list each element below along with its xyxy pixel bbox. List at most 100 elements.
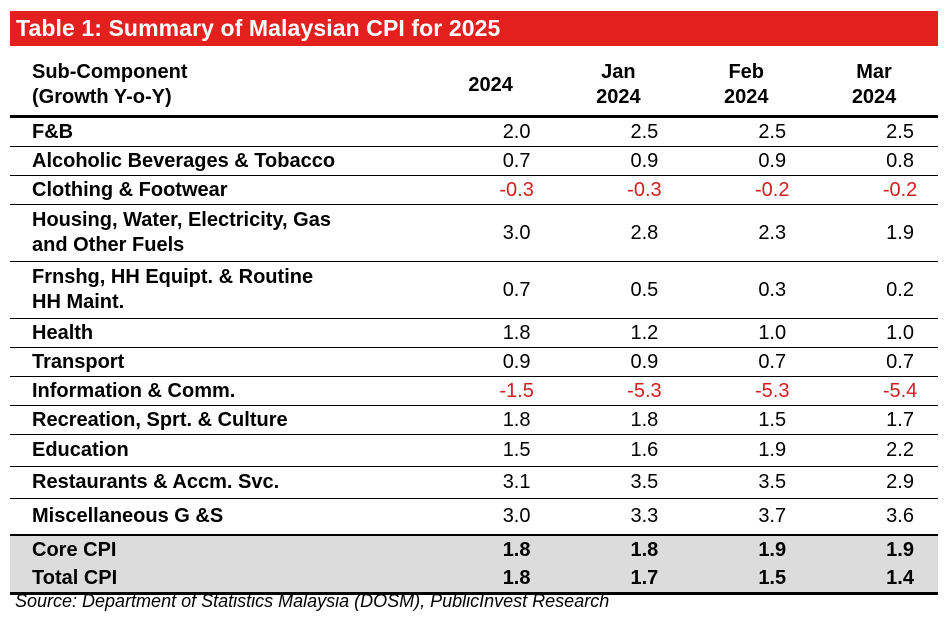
value-cell-negative: -0.3 — [554, 175, 683, 205]
row-label: Education — [10, 434, 427, 467]
table-row-alcoholic-beverages: Alcoholic Beverages & Tobacco 0.7 0.9 0.… — [10, 146, 938, 176]
value-cell-negative: -5.4 — [810, 376, 938, 406]
table-row-recreation: Recreation, Sprt. & Culture 1.8 1.8 1.5 … — [10, 405, 938, 435]
value-cell: 2.9 — [810, 466, 938, 499]
table-row-clothing: Clothing & Footwear -0.3 -0.3 -0.2 -0.2 — [10, 175, 938, 205]
value-cell: 0.5 — [554, 261, 683, 319]
row-label: Clothing & Footwear — [10, 175, 427, 205]
value-cell: 3.1 — [426, 466, 555, 499]
value-cell: 2.5 — [554, 116, 683, 147]
table-row-transport: Transport 0.9 0.9 0.7 0.7 — [10, 347, 938, 377]
value-cell: 1.0 — [682, 318, 811, 348]
value-cell: 0.9 — [426, 347, 555, 377]
column-header-mar-2024: Mar 2024 — [810, 55, 938, 117]
row-label: Alcoholic Beverages & Tobacco — [10, 146, 427, 176]
summary-value-cell: 1.5 — [682, 564, 811, 595]
value-cell-negative: -1.5 — [426, 376, 555, 406]
row-label-line1: Frnshg, HH Equipt. & Routine — [32, 266, 314, 288]
header-label-line1: Sub-Component — [32, 61, 188, 83]
summary-value-cell: 1.9 — [810, 534, 938, 564]
value-cell: 1.0 — [810, 318, 938, 348]
value-cell: 2.0 — [426, 116, 555, 147]
value-cell: 2.2 — [810, 434, 938, 467]
value-cell: 3.5 — [682, 466, 811, 499]
row-label: Information & Comm. — [10, 376, 427, 406]
table-row-miscellaneous: Miscellaneous G &S 3.0 3.3 3.7 3.6 — [10, 499, 938, 536]
column-header-line2: 2024 — [468, 73, 513, 96]
value-cell: 1.7 — [810, 405, 938, 435]
column-header-2024: 2024 — [427, 55, 555, 117]
summary-value-cell: 1.8 — [426, 534, 555, 564]
value-cell: 2.5 — [810, 116, 938, 147]
column-header-line2: 2024 — [596, 86, 641, 108]
value-cell: 3.7 — [758, 505, 787, 527]
table-title-bar: Table 1: Summary of Malaysian CPI for 20… — [10, 11, 938, 46]
value-cell: 3.6 — [886, 505, 914, 527]
value-cell: 1.6 — [554, 434, 683, 467]
row-label-line1: Housing, Water, Electricity, Gas — [32, 209, 331, 231]
value-cell: 3.0 — [426, 204, 555, 262]
table-row-furnishing: Frnshg, HH Equipt. & Routine HH Maint. 0… — [10, 261, 938, 319]
row-label: Health — [10, 318, 427, 348]
value-cell-negative: -0.2 — [682, 175, 811, 205]
row-label: F&B — [10, 116, 427, 147]
table-row-housing: Housing, Water, Electricity, Gas and Oth… — [10, 204, 938, 262]
header-label-line2: (Growth Y-o-Y) — [32, 86, 172, 108]
value-cell: 2.5 — [682, 116, 811, 147]
summary-value-cell: 1.4 — [810, 564, 938, 595]
value-cell: 0.2 — [810, 261, 938, 319]
row-label: Frnshg, HH Equipt. & Routine HH Maint. — [10, 261, 427, 319]
value-cell: 0.9 — [554, 347, 683, 377]
value-cell: 1.5 — [426, 434, 555, 467]
row-label: Transport — [10, 347, 427, 377]
column-header-sub-component: Sub-Component (Growth Y-o-Y) — [10, 55, 427, 117]
value-cell-negative: -5.3 — [682, 376, 811, 406]
value-cell: 1.2 — [554, 318, 683, 348]
value-cell: 1.8 — [426, 318, 555, 348]
column-header-feb-2024: Feb 2024 — [682, 55, 810, 117]
value-cell: 0.7 — [426, 261, 555, 319]
summary-row-label: Core CPI — [10, 534, 427, 564]
table-row-information-comm: Information & Comm. -1.5 -5.3 -5.3 -5.4 — [10, 376, 938, 406]
row-label-line2: HH Maint. — [32, 291, 125, 313]
row-label: Recreation, Sprt. & Culture — [10, 405, 427, 435]
value-cell: 1.9 — [682, 434, 811, 467]
value-cell: 0.3 — [682, 261, 811, 319]
value-cell: 3.0 — [502, 505, 531, 527]
value-cell: 0.9 — [682, 146, 811, 176]
column-header-line1: Jan — [601, 61, 636, 83]
table-row-fb: F&B 2.0 2.5 2.5 2.5 — [10, 116, 938, 147]
summary-value-cell: 1.8 — [426, 564, 555, 595]
summary-value-cell: 1.9 — [682, 534, 811, 564]
value-cell: 3.3 — [630, 505, 659, 527]
row-label: Housing, Water, Electricity, Gas and Oth… — [10, 204, 427, 262]
value-cell-negative: -5.3 — [554, 376, 683, 406]
table-title: Table 1: Summary of Malaysian CPI for 20… — [16, 15, 501, 41]
table-row-education: Education 1.5 1.6 1.9 2.2 — [10, 434, 938, 467]
value-cell: 1.8 — [554, 405, 683, 435]
table-row-restaurants: Restaurants & Accm. Svc. 3.1 3.5 3.5 2.9 — [10, 466, 938, 499]
column-header-line2: 2024 — [723, 86, 769, 108]
value-cell: 0.8 — [810, 146, 938, 176]
row-label: Restaurants & Accm. Svc. — [10, 466, 427, 499]
value-cell: 1.5 — [682, 405, 811, 435]
row-label: Miscellaneous G &S — [32, 505, 224, 527]
value-cell: 3.5 — [554, 466, 683, 499]
summary-value-cell: 1.8 — [554, 534, 683, 564]
column-header-line2: 2024 — [851, 86, 897, 108]
cpi-table: Sub-Component (Growth Y-o-Y) 2024 Jan 20… — [10, 55, 938, 595]
summary-value-cell: 1.7 — [554, 564, 683, 595]
summary-row-label: Total CPI — [10, 564, 427, 595]
table-row-core-cpi: Core CPI 1.8 1.8 1.9 1.9 — [10, 534, 938, 564]
source-note: Source: Department of Statistics Malaysi… — [15, 591, 610, 611]
value-cell: 0.7 — [810, 347, 938, 377]
value-cell-negative: -0.2 — [810, 175, 938, 205]
column-header-jan-2024: Jan 2024 — [555, 55, 683, 117]
column-header-line1: Mar — [856, 61, 892, 83]
value-cell: 0.7 — [426, 146, 555, 176]
row-label-line2: and Other Fuels — [32, 234, 185, 256]
table-row-health: Health 1.8 1.2 1.0 1.0 — [10, 318, 938, 348]
value-cell: 2.3 — [682, 204, 811, 262]
table-header-row: Sub-Component (Growth Y-o-Y) 2024 Jan 20… — [10, 55, 938, 117]
value-cell: 0.7 — [682, 347, 811, 377]
